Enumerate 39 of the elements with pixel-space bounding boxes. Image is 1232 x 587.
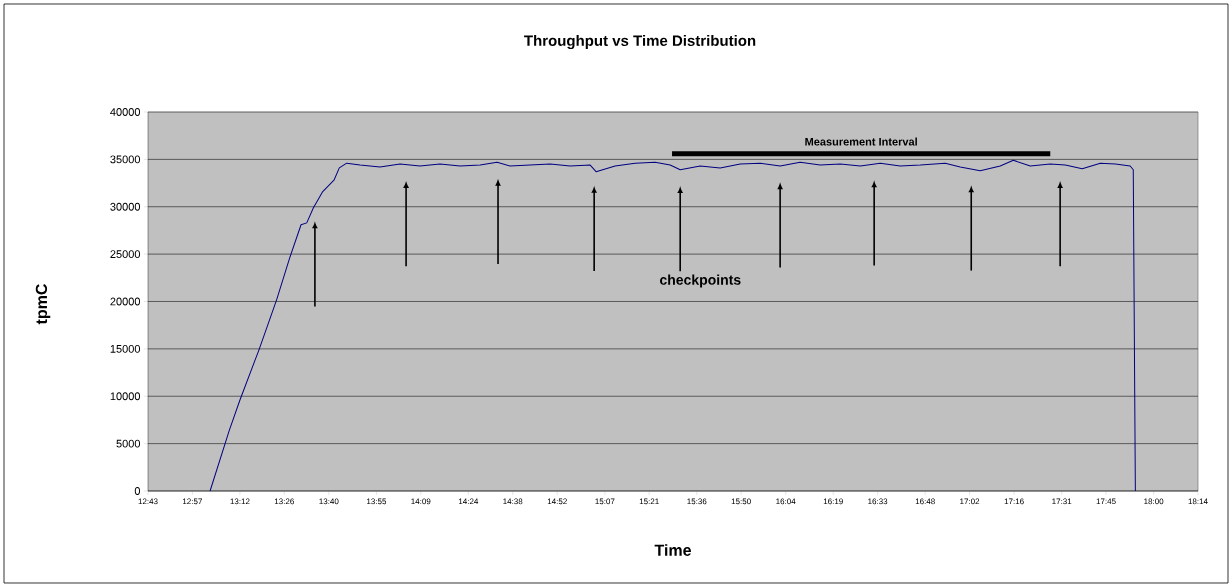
x-tick-label: 16:19 — [823, 498, 843, 505]
y-tick-label: 20000 — [110, 297, 141, 306]
x-tick-label: 17:45 — [1096, 498, 1116, 505]
y-tick-label: 10000 — [110, 392, 141, 401]
x-tick-label: 15:07 — [595, 498, 615, 505]
y-tick-label: 5000 — [116, 439, 141, 448]
line-series — [209, 159, 1136, 492]
x-tick-label: 15:50 — [731, 498, 751, 505]
y-tick-label: 25000 — [110, 250, 141, 259]
x-tick-label: 12:43 — [138, 498, 158, 505]
x-tick-label: 15:36 — [687, 498, 707, 505]
y-tick-label: 15000 — [110, 344, 141, 353]
x-tick-label: 14:09 — [411, 498, 431, 505]
x-tick-label: 16:48 — [915, 498, 935, 505]
x-tick-label: 12:57 — [182, 498, 202, 505]
x-tick-label: 14:38 — [503, 498, 523, 505]
annotation: checkpoints — [660, 274, 741, 288]
x-tick-label: 13:12 — [230, 498, 250, 505]
x-tick-label: 17:31 — [1052, 498, 1072, 505]
x-tick-label: 13:26 — [274, 498, 294, 505]
x-tick-label: 17:02 — [960, 498, 980, 505]
x-tick-label: 18:14 — [1188, 498, 1208, 505]
x-tick-label: 17:16 — [1004, 498, 1024, 505]
series-label: Measurement Interval — [805, 137, 917, 146]
y-axis-title: tpmC — [35, 283, 51, 325]
x-tick-label: 16:04 — [776, 498, 796, 505]
y-tick-label: 30000 — [110, 202, 141, 211]
y-tick-label: 40000 — [110, 108, 141, 116]
x-axis-title: Time — [654, 544, 691, 556]
x-tick-label: 18:00 — [1144, 498, 1164, 505]
x-tick-label: 16:33 — [868, 498, 888, 505]
x-tick-label: 14:24 — [458, 498, 479, 505]
y-tick-label: 0 — [134, 487, 141, 495]
x-tick-label: 13:40 — [319, 498, 339, 505]
y-tick-label: 35000 — [110, 155, 141, 164]
x-tick-label: 14:52 — [547, 498, 567, 505]
chart-title: Throughput vs Time Distribution — [524, 34, 756, 50]
x-tick-label: 13:55 — [367, 498, 387, 505]
x-tick-label: 15:21 — [639, 498, 659, 505]
